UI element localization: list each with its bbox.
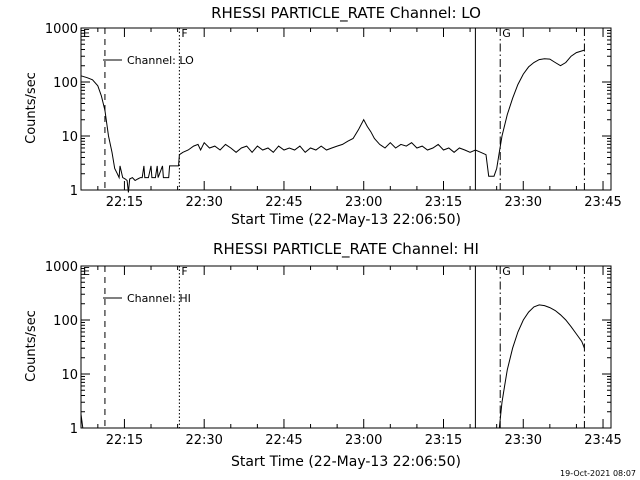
hi-xtick-label: 22:15 <box>106 433 143 448</box>
lo-xtick-label: 22:30 <box>185 195 222 210</box>
hi-event-marker-label: F <box>181 265 187 278</box>
lo-xtick-label: 23:00 <box>345 195 382 210</box>
lo-ytick-label: 1 <box>70 184 78 199</box>
hi-event-marker-label: E <box>83 265 90 278</box>
lo-plot-frame <box>80 27 612 191</box>
lo-ytick-label: 1000 <box>45 22 78 37</box>
lo-xtick-label: 22:45 <box>265 195 302 210</box>
hi-series-line <box>498 304 585 429</box>
lo-event-marker-label: G <box>502 27 511 40</box>
lo-xlabel: Start Time (22-May-13 22:06:50) <box>231 212 461 228</box>
lo-event-marker-label: F <box>181 27 187 40</box>
hi-xtick-label: 22:45 <box>265 433 302 448</box>
hi-xtick-label: 23:45 <box>584 433 621 448</box>
hi-channel-panel: RHESSI PARTICLE_RATE Channel: HI Counts/… <box>24 240 622 470</box>
lo-xtick-label: 23:15 <box>425 195 462 210</box>
hi-ylabel: Counts/sec <box>24 310 39 382</box>
lo-legend-label: Channel: LO <box>127 54 194 67</box>
hi-event-marker-label: G <box>502 265 511 278</box>
lo-legend: Channel: LO <box>103 54 194 67</box>
hi-xtick-label: 22:30 <box>185 433 222 448</box>
hi-legend: Channel: HI <box>103 292 191 305</box>
lo-ytick-label: 100 <box>53 76 78 91</box>
hi-ytick-label: 1000 <box>45 260 78 275</box>
lo-chart-title: RHESSI PARTICLE_RATE Channel: LO <box>211 4 481 23</box>
lo-axis-ticks: 22:15 22:30 22:45 23:00 23:15 23:30 23:45 1 10 10… <box>45 22 622 210</box>
hi-legend-label: Channel: HI <box>127 292 191 305</box>
lo-xtick-label: 22:15 <box>106 195 143 210</box>
lo-event-marker-label: E <box>83 27 90 40</box>
hi-xlabel: Start Time (22-May-13 22:06:50) <box>231 454 461 470</box>
lo-channel-panel: RHESSI PARTICLE_RATE Channel: LO Counts/… <box>24 4 622 228</box>
generation-timestamp: 19-Oct-2021 08:07 <box>560 469 636 478</box>
hi-plot-frame <box>80 265 612 429</box>
hi-xtick-label: 23:15 <box>425 433 462 448</box>
hi-xtick-label: 23:00 <box>345 433 382 448</box>
hi-ytick-label: 1 <box>70 422 78 437</box>
lo-ylabel: Counts/sec <box>24 72 39 144</box>
lo-ytick-label: 10 <box>61 130 78 145</box>
lo-xtick-label: 23:30 <box>505 195 542 210</box>
hi-xtick-label: 23:30 <box>505 433 542 448</box>
hi-ytick-label: 100 <box>53 314 78 329</box>
lo-xtick-label: 23:45 <box>584 195 621 210</box>
lo-series-line <box>80 49 585 193</box>
hi-axis-ticks: 22:15 22:30 22:45 23:00 23:15 23:30 23:45 1 10 10… <box>45 260 622 448</box>
hi-chart-title: RHESSI PARTICLE_RATE Channel: HI <box>213 240 479 259</box>
hi-ytick-label: 10 <box>61 368 78 383</box>
lo-series <box>80 49 585 193</box>
